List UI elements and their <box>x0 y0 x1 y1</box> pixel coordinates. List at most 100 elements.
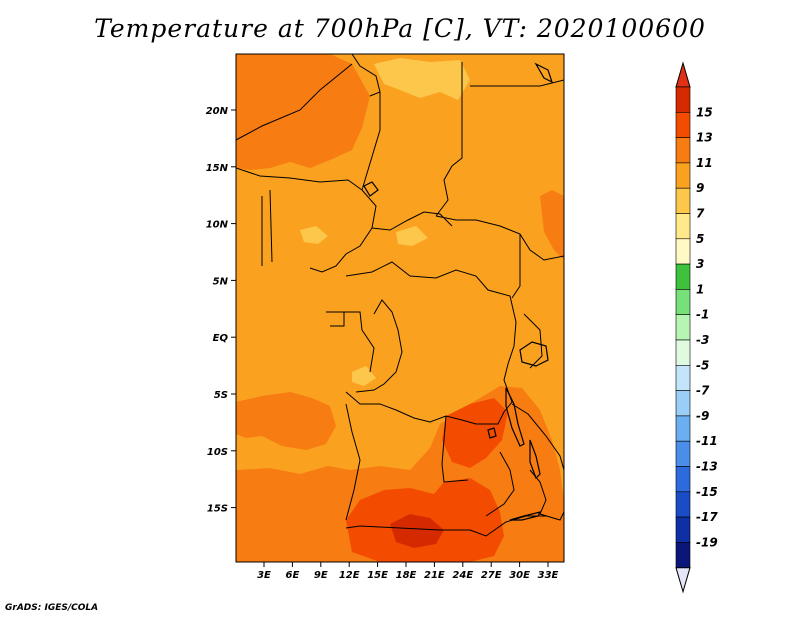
border-sudan-south-sudan <box>435 215 564 261</box>
colorbar-bottom-arrow <box>675 567 691 594</box>
colorbar-swatch <box>675 542 691 569</box>
lat-label: 10N <box>206 220 229 231</box>
border-kenya-uganda <box>523 313 543 369</box>
border-congo-drc <box>355 299 403 393</box>
field-hottest <box>390 514 444 548</box>
colorbar-top-arrow <box>675 61 691 88</box>
lat-label: EQ <box>213 333 229 344</box>
lat-label: 15N <box>206 163 229 174</box>
field-cool-chad <box>396 226 428 246</box>
colorbar-swatch <box>675 187 691 214</box>
border-car-drc <box>345 261 511 297</box>
colorbar-label: -13 <box>696 460 718 474</box>
border-cameroon-gabon <box>326 311 345 327</box>
lon-label: 9E <box>314 570 328 581</box>
border-mozambique <box>529 469 564 521</box>
colorbar-label: 15 <box>696 105 713 119</box>
colorbar-swatch <box>675 238 691 265</box>
lake-malawi <box>529 439 541 480</box>
colorbar-swatch <box>675 364 691 391</box>
lake-victoria <box>519 341 549 367</box>
lon-label: 3E <box>257 570 271 581</box>
colorbar-label: -11 <box>696 434 718 448</box>
border-angola-namibia <box>345 525 470 531</box>
lake-red-sea <box>534 62 554 84</box>
map-title: Temperature at 700hPa [C], VT: 202010060… <box>94 14 706 43</box>
border-zambia-malawi <box>485 451 515 517</box>
colorbar-label: 13 <box>696 131 713 145</box>
lake-tanganyika <box>505 387 525 447</box>
colorbar-label: -5 <box>696 358 709 372</box>
colorbar-swatch <box>675 516 691 543</box>
border-gabon-congo <box>340 311 375 373</box>
lon-label: 27E <box>481 570 502 581</box>
lakes <box>363 62 554 521</box>
field-warm-east-coast <box>540 190 564 260</box>
border-tanzania <box>511 403 564 471</box>
colorbar-label: 11 <box>696 156 713 170</box>
colorbar-label: 3 <box>696 257 704 271</box>
colorbar-swatch <box>675 137 691 164</box>
field-cool-central <box>300 226 328 244</box>
lake-kariba <box>509 511 542 521</box>
temperature-field <box>236 54 564 562</box>
border-nigeria-cameroon <box>309 189 377 273</box>
footer-credit: GrADS: IGES/COLA <box>5 603 99 613</box>
lat-label: 5N <box>213 276 229 287</box>
lon-label: 6E <box>286 570 300 581</box>
border-angola-zambia <box>441 415 469 483</box>
colorbar: 15 13 11 9 7 5 3 1 -1 -3 -5 -7 -9 -11 -13 -15 -17 -19 <box>675 61 718 594</box>
latitude-axis: 20N 15N 10N 5N EQ 5S 10S 15S <box>206 106 236 515</box>
colorbar-label: -19 <box>696 535 718 549</box>
lat-label: 10S <box>207 447 228 458</box>
colorbar-label: -9 <box>696 409 709 423</box>
lake-mweru <box>487 427 497 439</box>
lat-label: 20N <box>206 106 229 117</box>
colorbar-label: -7 <box>696 384 710 398</box>
border-chad-car <box>371 211 453 231</box>
lon-label: 12E <box>339 570 360 581</box>
border-zambia-zimbabwe <box>469 515 546 537</box>
lon-label: 15E <box>367 570 388 581</box>
colorbar-label: -17 <box>696 510 718 524</box>
field-warm-west-coast <box>236 392 336 450</box>
field-hot-east <box>442 398 508 468</box>
colorbar-label: 9 <box>696 181 704 195</box>
colorbar-label: -15 <box>696 485 718 499</box>
colorbar-swatch <box>675 289 691 315</box>
lon-label: 18E <box>396 570 417 581</box>
lon-label: 33E <box>538 570 559 581</box>
border-niger-chad <box>361 92 381 191</box>
longitude-axis: 3E 6E 9E 12E 15E 18E 21E 24E 27E 30E 33E <box>257 562 559 581</box>
colorbar-swatch <box>675 112 691 138</box>
border-chad-sudan <box>435 62 463 217</box>
colorbar-swatch <box>675 263 691 290</box>
lon-label: 21E <box>424 570 445 581</box>
colorbar-label: -1 <box>696 308 709 322</box>
colorbar-swatch <box>675 339 691 366</box>
colorbar-label: 1 <box>696 282 704 296</box>
border-drc-east <box>503 295 517 413</box>
colorbar-swatch <box>675 162 691 189</box>
lake-chad <box>363 181 379 197</box>
field-warm-nw <box>236 54 370 170</box>
country-borders <box>236 54 564 537</box>
border-angola-drc <box>345 391 505 425</box>
colorbar-swatch <box>675 213 691 240</box>
colorbar-swatch <box>675 415 691 442</box>
border-south-sudan-ethiopia <box>511 234 521 299</box>
border-libya-egypt <box>470 79 564 87</box>
colorbar-swatch <box>675 440 691 467</box>
lon-label: 24E <box>452 570 473 581</box>
lat-label: 5S <box>214 390 228 401</box>
lon-label: 30E <box>509 570 530 581</box>
field-cool-sahel <box>374 58 470 100</box>
colorbar-swatch <box>675 491 691 518</box>
colorbar-swatch <box>675 466 691 493</box>
border-angola-coast <box>345 403 361 521</box>
border-algeria-libya <box>351 54 381 97</box>
colorbar-swatch <box>675 314 691 341</box>
map-frame <box>235 53 565 563</box>
border-benin-togo <box>261 189 273 266</box>
